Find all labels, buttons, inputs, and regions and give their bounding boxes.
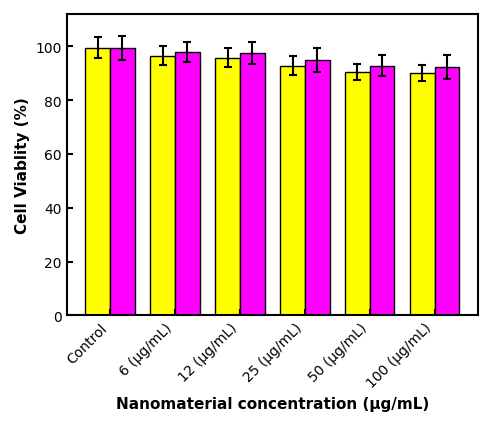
Bar bbox=[150, 57, 175, 316]
Bar bbox=[85, 49, 110, 316]
Y-axis label: Cell Viablity (%): Cell Viablity (%) bbox=[15, 97, 30, 233]
Bar bbox=[345, 73, 370, 316]
Bar bbox=[215, 58, 240, 316]
Bar bbox=[175, 53, 200, 316]
Bar bbox=[435, 68, 459, 316]
Bar bbox=[280, 66, 305, 316]
X-axis label: Nanomaterial concentration (µg/mL): Nanomaterial concentration (µg/mL) bbox=[116, 396, 429, 411]
Bar bbox=[370, 66, 394, 316]
Bar bbox=[410, 74, 435, 316]
Bar bbox=[240, 54, 265, 316]
Bar bbox=[110, 49, 135, 316]
Bar bbox=[305, 61, 329, 316]
